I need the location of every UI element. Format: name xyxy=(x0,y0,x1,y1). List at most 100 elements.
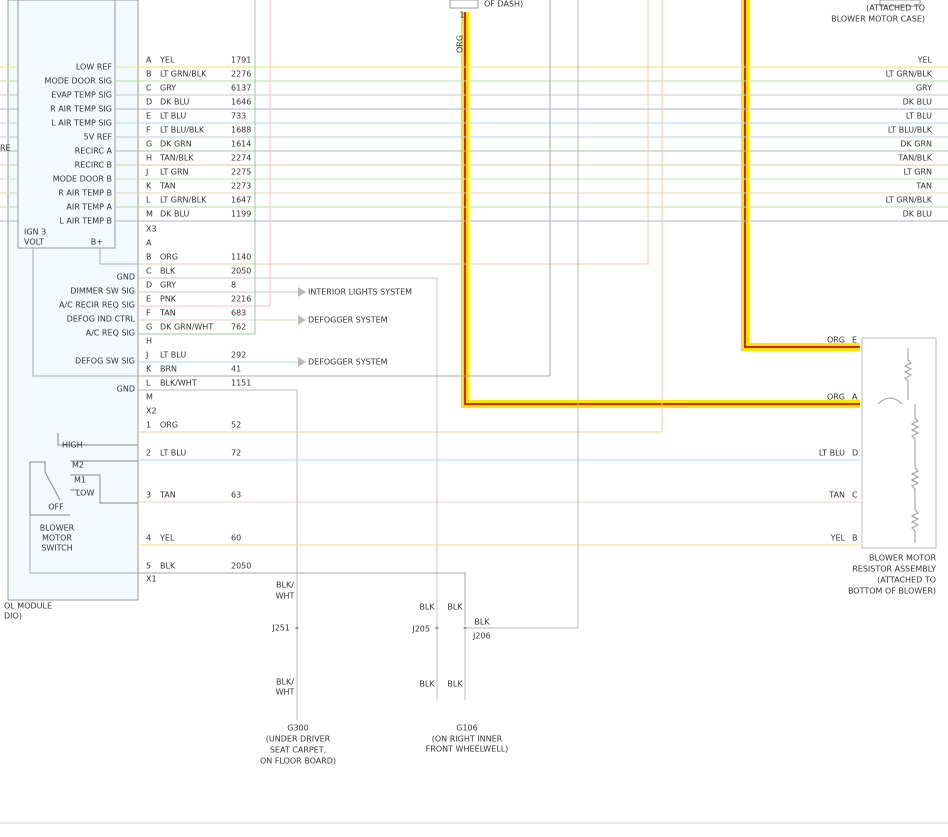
signal: DIMMER SW SIG xyxy=(70,287,135,296)
splice-label: J206 xyxy=(472,632,491,641)
wire-color: ORG xyxy=(160,253,178,262)
signal: R AIR TEMP SIG xyxy=(50,105,112,114)
circuit: 1140 xyxy=(231,253,251,262)
pin: A xyxy=(852,393,858,402)
signal: EVAP TEMP SIG xyxy=(51,91,112,100)
wire-color: BLK/ xyxy=(276,678,294,687)
pin: 2 xyxy=(146,449,151,458)
wire-color: LT BLU/BLK xyxy=(888,126,933,135)
note: IGN 3 xyxy=(24,228,46,237)
circuit: 733 xyxy=(231,112,246,121)
signal: L AIR TEMP SIG xyxy=(51,119,112,128)
circuit: 292 xyxy=(231,351,246,360)
reference: INTERIOR LIGHTS SYSTEM xyxy=(308,288,412,297)
signal: RECIRC B xyxy=(75,161,112,170)
wire-color: BLK xyxy=(419,603,435,612)
pin: F xyxy=(146,126,151,135)
dash-connector xyxy=(449,0,479,9)
wire-color: DK GRN xyxy=(900,140,932,149)
circuit: 683 xyxy=(231,309,246,318)
note: B+ xyxy=(91,238,103,247)
circuit: 1646 xyxy=(231,98,251,107)
splice xyxy=(463,626,467,630)
highlight-core xyxy=(464,12,860,405)
pin: 3 xyxy=(146,491,151,500)
signal: 5V REF xyxy=(84,133,113,142)
wire-color: TAN xyxy=(159,491,176,500)
switch-label: HIGH xyxy=(62,441,83,450)
wire xyxy=(138,0,663,433)
circuit: 2276 xyxy=(231,70,251,79)
wire-color: BLK/WHT xyxy=(160,379,197,388)
ground-name: G106 xyxy=(456,724,477,733)
pin: B xyxy=(146,70,152,79)
ground-name: (ON RIGHT INNER xyxy=(432,735,503,744)
wire-label: ORG xyxy=(456,35,465,53)
wire-color: PNK xyxy=(160,295,177,304)
wire xyxy=(436,630,466,700)
wire-color: BLK xyxy=(160,267,176,276)
note: (ATTACHED TO xyxy=(866,4,925,13)
circuit: 52 xyxy=(231,421,241,430)
note: VOLT xyxy=(24,238,44,247)
wire-color: LT GRN/BLK xyxy=(160,70,207,79)
arrow xyxy=(298,357,306,367)
ground-name: G300 xyxy=(287,724,308,733)
wire-color: DK BLU xyxy=(160,210,189,219)
case-connector xyxy=(879,0,921,7)
pin: J xyxy=(145,351,148,360)
signal: L AIR TEMP B xyxy=(59,217,112,226)
pin: 4 xyxy=(146,534,151,543)
wire-color: BRN xyxy=(160,365,177,374)
splice xyxy=(295,626,299,630)
wire xyxy=(29,515,138,574)
ground-name: (UNDER DRIVER xyxy=(266,735,331,744)
circuit: 41 xyxy=(231,365,241,374)
switch-label: MOTOR xyxy=(42,534,72,543)
circuit: 8 xyxy=(231,281,236,290)
signal: RECIRC A xyxy=(75,147,113,156)
wire-color: GRY xyxy=(160,281,176,290)
wire-color: BLK xyxy=(447,680,463,689)
pin: G xyxy=(146,140,152,149)
wire-color: TAN/BLK xyxy=(897,154,932,163)
wire-color: GRY xyxy=(916,84,932,93)
circuit: 1647 xyxy=(231,196,251,205)
signal: MODE DOOR B xyxy=(53,175,112,184)
signal: AIR TEMP A xyxy=(66,203,112,212)
circuit: 63 xyxy=(231,491,241,500)
wire xyxy=(138,0,256,335)
pin: L xyxy=(146,196,151,205)
wire-color: BLK xyxy=(474,618,490,627)
pin: M xyxy=(146,393,153,402)
module-name: OL MODULE xyxy=(4,602,52,611)
connector: X1 xyxy=(146,575,157,584)
wire-color: DK BLU xyxy=(903,98,932,107)
wire xyxy=(138,0,271,307)
resistor-box xyxy=(861,337,937,549)
pin: C xyxy=(146,84,152,93)
switch-label: LOW xyxy=(76,489,94,498)
pin: 1 xyxy=(459,11,464,20)
pin: D xyxy=(146,281,152,290)
pin: A xyxy=(146,56,152,65)
pin: B xyxy=(146,253,152,262)
resistor-internals xyxy=(877,348,920,543)
signal: DEFOG SW SIG xyxy=(75,357,135,366)
circuit: 2274 xyxy=(231,154,251,163)
note: RE xyxy=(0,144,11,153)
wire-color: LT BLU xyxy=(819,449,845,458)
wire xyxy=(32,0,551,377)
wire-color: TAN xyxy=(915,182,932,191)
pin: L xyxy=(146,379,151,388)
pin: 1 xyxy=(146,421,151,430)
switch-label: BLOWER xyxy=(40,524,75,533)
wire-color: LT GRN/BLK xyxy=(886,70,933,79)
circuit: 2216 xyxy=(231,295,251,304)
switch-label: OFF xyxy=(48,503,64,512)
signal: LOW REF xyxy=(76,63,113,72)
circuit: 762 xyxy=(231,323,246,332)
component-name: RESISTOR ASSEMBLY xyxy=(852,565,936,574)
wire-color: YEL xyxy=(830,534,846,543)
